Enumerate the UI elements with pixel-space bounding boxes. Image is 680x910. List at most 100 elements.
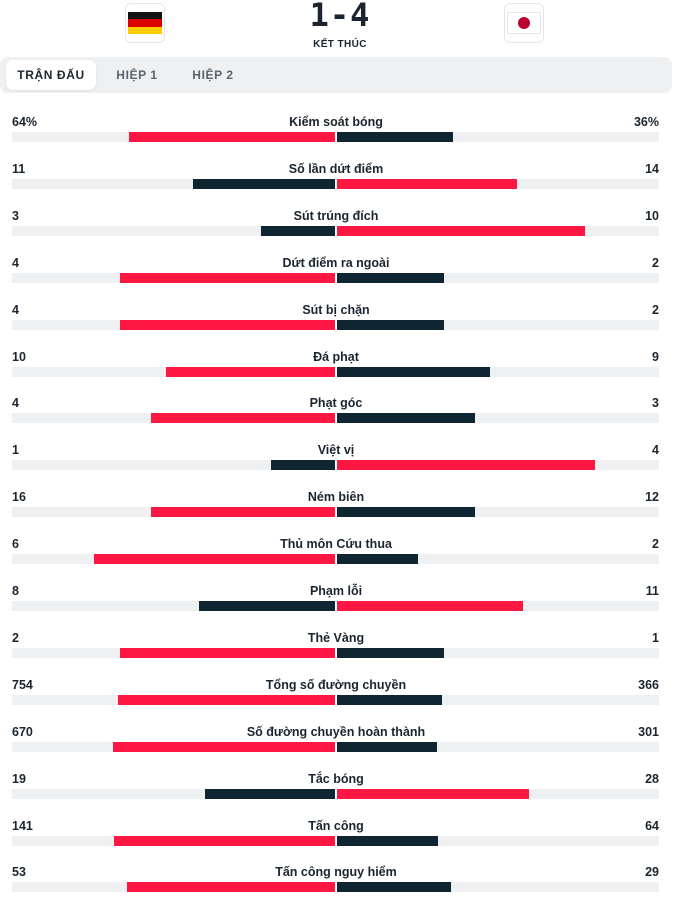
stat-row: 754 Tổng số đường chuyền 366 [0,677,680,723]
stat-row: 4 Phạt góc 3 [0,395,680,441]
stat-name: Phạm lỗi [309,584,363,598]
tab-first-half[interactable]: HIỆP 1 [116,68,158,82]
away-bar-track [337,132,659,142]
home-bar-track [12,225,335,236]
home-stat-value: 141 [12,818,33,833]
home-stat-bar [270,460,335,471]
home-bar-track [12,741,335,752]
home-stat-value: 6 [12,537,19,552]
home-stat-bar [165,366,335,377]
away-stat-value: 64 [645,818,659,833]
match-status: KẾT THÚC [313,39,367,50]
away-stat-bar [337,460,595,471]
home-bar-track [12,319,335,330]
home-bar-track [12,272,335,283]
tab-match[interactable]: TRẬN ĐẤU [6,60,96,90]
home-stat-value: 4 [12,302,19,317]
away-stat-value: 2 [652,255,659,270]
away-bar-track [337,413,659,424]
germany-flag-icon [128,12,162,34]
home-stat-value: 8 [12,584,19,598]
home-stat-bar [93,554,335,565]
away-stat-bar [337,272,445,283]
away-stat-value: 2 [652,537,659,552]
away-stat-bar [337,178,518,189]
stat-row: 11 Số lần dứt điểm 14 [0,161,680,207]
away-bar-track [337,741,659,752]
away-stat-value: 3 [652,396,659,411]
stat-row: 19 Tắc bóng 28 [0,771,680,817]
away-bar-track [337,319,659,330]
home-team-badge[interactable] [125,3,165,43]
away-stat-value: 14 [645,161,659,176]
away-stat-value: 28 [645,771,659,786]
away-bar-track [337,178,659,189]
stat-name: Phạt góc [309,396,363,411]
home-stat-bar [204,788,335,799]
match-score: 1-4 [309,0,371,34]
away-stat-bar [337,554,418,565]
home-stat-bar [113,835,335,846]
stat-name: Thẻ Vàng [307,630,365,645]
stat-row: 6 Thủ môn Cứu thua 2 [0,536,680,582]
away-team-badge[interactable] [504,3,544,43]
home-stat-bar [126,882,335,893]
period-tabs: TRẬN ĐẤU HIỆP 1 HIỆP 2 [0,57,672,93]
away-stat-bar [337,319,445,330]
away-bar-track [337,225,659,236]
stat-row: 64% Kiểm soát bóng 36% [0,114,680,160]
away-bar-track [337,460,659,471]
home-stat-value: 670 [12,724,33,739]
away-stat-bar [337,366,490,377]
home-stat-value: 4 [12,255,19,270]
home-stat-bar [120,272,335,283]
home-stat-bar [118,694,335,705]
stat-name: Tổng số đường chuyền [265,677,407,692]
away-stat-value: 301 [638,724,659,739]
away-stat-bar [337,601,524,611]
match-header: 1-4 KẾT THÚC [0,0,680,56]
away-stat-bar [337,882,451,893]
home-bar-track [12,507,335,518]
stat-row: 670 Số đường chuyền hoàn thành 301 [0,724,680,770]
home-bar-track [12,882,335,893]
away-stat-bar [337,694,443,705]
away-stat-bar [337,413,475,424]
home-stat-value: 3 [12,208,19,223]
stat-row: 141 Tấn công 64 [0,818,680,864]
away-bar-track [337,272,659,283]
tab-second-half[interactable]: HIỆP 2 [192,68,234,82]
home-stat-value: 1 [12,443,19,458]
away-stat-bar [337,507,475,518]
home-bar-track [12,178,335,189]
home-bar-track [12,554,335,565]
away-stat-bar [337,741,437,752]
away-bar-track [337,366,659,377]
home-bar-track [12,835,335,846]
away-stat-value: 366 [638,677,659,692]
away-stat-value: 4 [652,443,659,458]
stat-row: 3 Sút trúng đích 10 [0,208,680,254]
home-bar-track [12,647,335,658]
stat-row: 1 Việt vị 4 [0,442,680,488]
away-stat-bar [337,132,453,142]
away-stat-value: 10 [645,208,659,223]
home-stat-value: 754 [12,677,33,692]
stat-name: Số đường chuyền hoàn thành [246,724,426,739]
away-stat-value: 36% [633,115,659,129]
away-stat-bar [337,788,529,799]
away-bar-track [337,647,659,658]
away-stat-value: 2 [652,302,659,317]
home-stat-value: 10 [12,349,26,364]
home-bar-track [12,413,335,424]
stat-name: Tấn công [308,818,364,833]
home-stat-bar [199,601,335,611]
away-bar-track [337,601,659,611]
stat-name: Việt vị [317,443,355,458]
stat-name: Đá phạt [313,349,359,364]
away-stat-value: 29 [645,865,659,880]
home-stat-bar [112,741,335,752]
stat-name: Ném biên [307,490,365,505]
away-bar-track [337,507,659,518]
stat-name: Tấn công nguy hiểm [275,865,397,880]
